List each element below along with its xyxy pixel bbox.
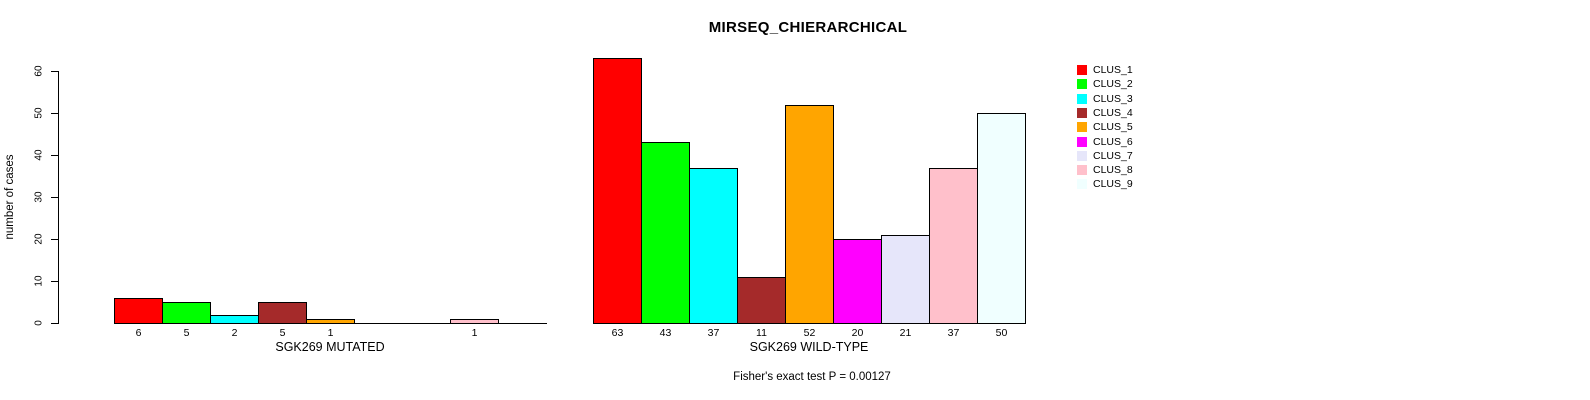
- legend-swatch-clus_4: [1077, 107, 1087, 118]
- bar-clus_3-panel2: [689, 168, 738, 324]
- y-tick: [51, 113, 59, 114]
- legend-label-clus_3: CLUS_3: [1093, 92, 1133, 105]
- y-tick-label: 30: [33, 191, 45, 203]
- y-tick: [51, 71, 59, 72]
- y-tick-label: 20: [33, 233, 45, 245]
- y-axis-label: number of cases: [4, 154, 16, 240]
- bar-clus_8-panel1: [450, 319, 499, 324]
- y-tick-label: 0: [33, 320, 45, 326]
- bar-clus_9-panel2: [977, 113, 1026, 324]
- bar-clus_5-panel1: [306, 319, 355, 324]
- legend-swatch-clus_6: [1077, 136, 1087, 147]
- bar-value-label: 21: [899, 327, 912, 339]
- legend-label-clus_8: CLUS_8: [1093, 164, 1133, 177]
- legend-label-clus_7: CLUS_7: [1093, 149, 1133, 162]
- legend-label-clus_1: CLUS_1: [1093, 64, 1133, 76]
- y-tick: [51, 323, 59, 324]
- legend-label-clus_9: CLUS_9: [1093, 178, 1133, 191]
- bar-value-label: 37: [707, 327, 720, 339]
- bar-clus_1-panel1: [114, 298, 163, 324]
- x-axis-label-sgk269-wild-type: SGK269 WILD-TYPE: [749, 340, 869, 354]
- y-tick-label: 50: [33, 107, 45, 119]
- bar-value-label: 50: [995, 327, 1008, 339]
- bar-value-label: 20: [851, 327, 864, 339]
- legend-swatch-clus_3: [1077, 93, 1087, 104]
- chart-title: MIRSEQ_CHIERARCHICAL: [708, 19, 908, 36]
- legend-swatch-clus_5: [1077, 122, 1087, 133]
- bar-clus_4-panel1: [258, 302, 307, 324]
- bar-value-label: 11: [756, 327, 767, 339]
- legend-label-clus_5: CLUS_5: [1093, 121, 1133, 134]
- y-tick: [51, 281, 59, 282]
- bar-clus_8-panel2: [929, 168, 978, 324]
- y-tick: [51, 155, 59, 156]
- y-tick-label: 10: [33, 275, 45, 287]
- fisher-test-annotation: Fisher's exact test P = 0.00127: [733, 371, 891, 383]
- bar-clus_1-panel2: [593, 58, 642, 324]
- bar-value-label: 37: [947, 327, 960, 339]
- bar-value-label: 5: [183, 327, 190, 339]
- bar-value-label: 6: [135, 327, 142, 339]
- bar-value-label: 52: [803, 327, 816, 339]
- y-tick: [51, 239, 59, 240]
- bar-value-label: 1: [327, 327, 334, 339]
- x-axis-label-sgk269-mutated: SGK269 MUTATED: [275, 340, 385, 354]
- bar-clus_4-panel2: [737, 277, 786, 324]
- bar-value-label: 5: [279, 327, 286, 339]
- bar-clus_5-panel2: [785, 105, 834, 324]
- legend-label-clus_6: CLUS_6: [1093, 135, 1133, 148]
- bar-clus_2-panel2: [641, 142, 690, 324]
- legend-swatch-clus_9: [1077, 179, 1087, 190]
- bar-clus_7-panel2: [881, 235, 930, 324]
- bar-clus_6-panel2: [833, 239, 882, 324]
- legend-swatch-clus_1: [1077, 65, 1087, 75]
- legend-label-clus_4: CLUS_4: [1093, 106, 1133, 119]
- y-tick-label: 40: [33, 149, 45, 161]
- bar-value-label: 2: [231, 327, 238, 339]
- y-tick: [51, 197, 59, 198]
- legend-swatch-clus_8: [1077, 165, 1087, 176]
- bar-value-label: 63: [611, 327, 624, 339]
- legend-swatch-clus_2: [1077, 79, 1087, 90]
- y-tick-label: 60: [33, 65, 45, 77]
- bar-value-label: 43: [659, 327, 672, 339]
- bar-value-label: 1: [471, 327, 478, 339]
- bar-clus_2-panel1: [162, 302, 211, 324]
- legend-label-clus_2: CLUS_2: [1093, 78, 1133, 91]
- bar-clus_3-panel1: [210, 315, 259, 324]
- legend-swatch-clus_7: [1077, 150, 1087, 161]
